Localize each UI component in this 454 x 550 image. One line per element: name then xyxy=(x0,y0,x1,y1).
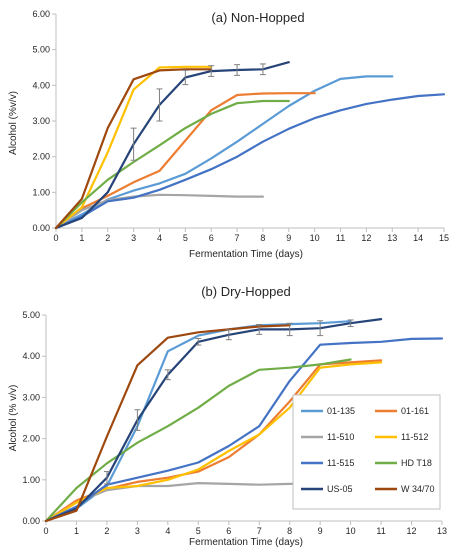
chart-title: (b) Dry-Hopped xyxy=(201,284,291,299)
error-bar xyxy=(234,64,241,76)
y-tick-label: 5.00 xyxy=(22,310,40,320)
x-tick-label: 12 xyxy=(407,526,417,536)
error-bar xyxy=(182,69,189,86)
x-tick-label: 13 xyxy=(387,233,397,243)
x-tick-label: 4 xyxy=(157,233,162,243)
x-tick-label: 15 xyxy=(439,233,449,243)
y-tick-label: 4.00 xyxy=(22,351,40,361)
series-line-HD-T18 xyxy=(44,358,352,523)
legend-label: 11-510 xyxy=(327,432,354,442)
x-tick-label: 7 xyxy=(257,526,262,536)
x-tick-label: 5 xyxy=(196,526,201,536)
x-tick-label: 11 xyxy=(336,233,345,243)
x-tick-label: 9 xyxy=(318,526,323,536)
y-tick-label: 1.00 xyxy=(32,187,50,197)
x-tick-label: 5 xyxy=(183,233,188,243)
x-tick-label: 10 xyxy=(346,526,356,536)
x-tick-label: 7 xyxy=(235,233,240,243)
x-tick-label: 13 xyxy=(437,526,447,536)
error-bar xyxy=(134,409,141,431)
legend-label: 11-512 xyxy=(401,432,428,442)
x-tick-label: 8 xyxy=(287,526,292,536)
x-tick-label: 4 xyxy=(165,526,170,536)
x-tick-label: 3 xyxy=(135,526,140,536)
y-tick-label: 2.00 xyxy=(32,152,50,162)
legend: 01-135 01-161 11-510 11-512 11-515 HD T18 US-0… xyxy=(292,394,441,510)
x-tick-label: 11 xyxy=(376,526,385,536)
x-tick-label: 2 xyxy=(105,233,110,243)
legend-label: W 34/70 xyxy=(401,484,435,494)
x-tick-label: 0 xyxy=(43,526,48,536)
legend-label: 11-515 xyxy=(327,458,354,468)
error-bar xyxy=(317,320,324,337)
x-tick-label: 12 xyxy=(361,233,371,243)
error-bar xyxy=(208,65,215,77)
x-tick-label: 0 xyxy=(53,233,58,243)
legend-label: HD T18 xyxy=(401,458,432,468)
x-tick-label: 10 xyxy=(310,233,320,243)
series-line-11-512 xyxy=(44,361,383,523)
x-tick-label: 6 xyxy=(209,233,214,243)
series-line-4 xyxy=(54,93,446,230)
y-tick-label: 1.00 xyxy=(22,475,40,485)
y-tick-label: 0.00 xyxy=(32,223,50,233)
error-bar xyxy=(225,329,232,341)
y-tick-label: 3.00 xyxy=(22,392,40,402)
x-tick-label: 8 xyxy=(260,233,265,243)
error-bar xyxy=(195,337,202,346)
legend-label: 01-135 xyxy=(327,406,355,416)
series-line-W-34-70 xyxy=(44,324,291,523)
y-tick-label: 0.00 xyxy=(22,516,40,526)
x-tick-label: 6 xyxy=(226,526,231,536)
x-tick-label: 1 xyxy=(79,233,84,243)
series-line-6 xyxy=(54,61,290,230)
x-tick-label: 2 xyxy=(104,526,109,536)
y-axis-title: Alcohol (% v/v) xyxy=(8,385,19,452)
error-bar xyxy=(347,319,354,328)
x-tick-label: 1 xyxy=(74,526,79,536)
y-axis-title: Alcohol (%v/v) xyxy=(8,91,19,155)
x-axis-title: Fermentation Time (days) xyxy=(189,537,303,548)
error-bar xyxy=(164,369,171,381)
y-tick-label: 6.00 xyxy=(32,9,50,19)
y-tick-label: 3.00 xyxy=(32,116,50,126)
series-line-5 xyxy=(54,99,290,230)
y-tick-label: 2.00 xyxy=(22,434,40,444)
chart-title: (a) Non-Hopped xyxy=(211,10,304,25)
series-line-7 xyxy=(54,68,213,230)
error-bar xyxy=(286,322,293,337)
x-tick-label: 3 xyxy=(131,233,136,243)
x-tick-label: 9 xyxy=(286,233,291,243)
series-line-11-515 xyxy=(44,337,444,523)
panel-dry-hopped: (b) Dry-Hopped Alcohol (% v/v) Fermentat… xyxy=(8,284,447,548)
error-bar xyxy=(256,323,263,335)
x-axis-title: Fermentation Time (days) xyxy=(189,249,303,260)
error-bar xyxy=(103,471,110,485)
legend-label: 01-161 xyxy=(401,406,429,416)
series-line-US-05 xyxy=(44,318,383,523)
series-line-0 xyxy=(54,75,394,230)
y-tick-label: 4.00 xyxy=(32,80,50,90)
series-line-2 xyxy=(54,193,264,230)
error-bar xyxy=(259,63,266,76)
series-line-3 xyxy=(54,65,213,230)
error-bar xyxy=(130,127,137,161)
error-bar xyxy=(156,88,163,122)
y-tick-label: 5.00 xyxy=(32,45,50,55)
x-tick-label: 14 xyxy=(413,233,423,243)
panel-non-hopped: (a) Non-Hopped Alcohol (%v/v) Fermentati… xyxy=(8,9,449,260)
legend-label: US-05 xyxy=(327,484,353,494)
